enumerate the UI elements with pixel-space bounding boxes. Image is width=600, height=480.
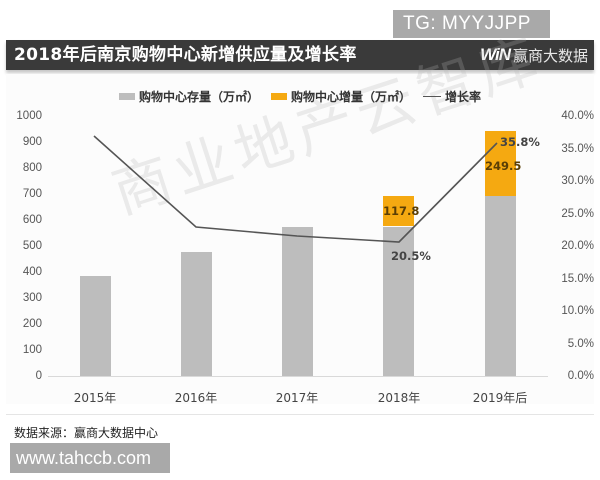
y-tick-right: 10.0% [561,305,594,317]
y-tick-left: 700 [22,188,42,200]
y-tick-right: 25.0% [561,207,594,220]
increment-swatch-icon [270,93,287,100]
title-bar: 2018年后南京购物中心新增供应量及增长率 WiN 赢商大数据 [6,40,594,70]
y-tick-right: 30.0% [561,175,594,187]
y-tick-right: 20.0% [561,240,594,252]
rate-label-2019: 35.8% [500,135,540,149]
rate-label-2018: 20.5% [391,249,431,263]
y-tick-left: 0 [35,370,42,382]
x-tick-label: 2016年 [174,391,218,405]
y-tick-left: 500 [22,240,42,252]
data-source: 数据来源：赢商大数据中心 [14,426,159,440]
legend-item-stock: 购物中心存量（万㎡） [118,88,259,105]
bar-stock-2016 [181,252,212,376]
bar-increment-2018 [383,195,414,227]
x-tick-label: 2018年 [377,391,421,405]
y-tick-left: 400 [22,266,42,278]
y-tick-left: 600 [22,214,42,226]
legend-label-stock: 购物中心存量（万㎡） [138,90,259,104]
brand: WiN 赢商大数据 [480,40,588,70]
bar-increment-2019 [485,131,516,196]
footer-divider [6,414,594,415]
y-tick-left: 100 [22,344,42,356]
y-tick-left: 1000 [16,110,42,122]
y-tick-right: 35.0% [561,142,594,155]
brand-name: 赢商大数据 [512,46,588,65]
x-tick-label: 2017年 [275,391,319,405]
legend-label-rate: 增长率 [445,90,482,104]
y-tick-left: 900 [22,136,42,148]
y-tick-right: 0.0% [567,370,594,382]
legend-item-rate: 增长率 [423,88,481,105]
bar-stock-2018 [383,226,414,376]
stock-swatch-icon [118,93,135,100]
legend-label-increment: 购物中心增量（万㎡） [290,90,411,104]
chart-title: 2018年后南京购物中心新增供应量及增长率 [14,45,357,65]
y-tick-right: 15.0% [561,272,594,285]
y-tick-right: 40.0% [561,110,594,122]
rate-line-icon [423,95,441,98]
y-tick-left: 200 [22,318,42,330]
bar-stock-2017 [282,226,313,376]
site-overlay-badge: www.tahccb.com [10,443,170,473]
legend: 购物中心存量（万㎡） 购物中心增量（万㎡） 增长率 [0,88,600,105]
y-tick-right: 5.0% [567,337,594,350]
bar-stock-2015 [80,276,111,376]
y-tick-left: 800 [22,162,42,174]
brand-logo-icon: WiN [480,45,511,64]
x-tick-label: 2019年后 [472,391,528,405]
legend-item-increment: 购物中心增量（万㎡） [270,88,411,105]
increment-label-2018: 117.8 [383,204,420,218]
tg-overlay-badge: TG: MYYJJPP [393,10,550,38]
x-axis-line [48,376,548,377]
y-tick-left: 300 [22,292,42,304]
bar-stock-2019 [485,195,516,376]
x-tick-label: 2015年 [73,391,117,405]
increment-label-2019: 249.5 [485,159,522,173]
